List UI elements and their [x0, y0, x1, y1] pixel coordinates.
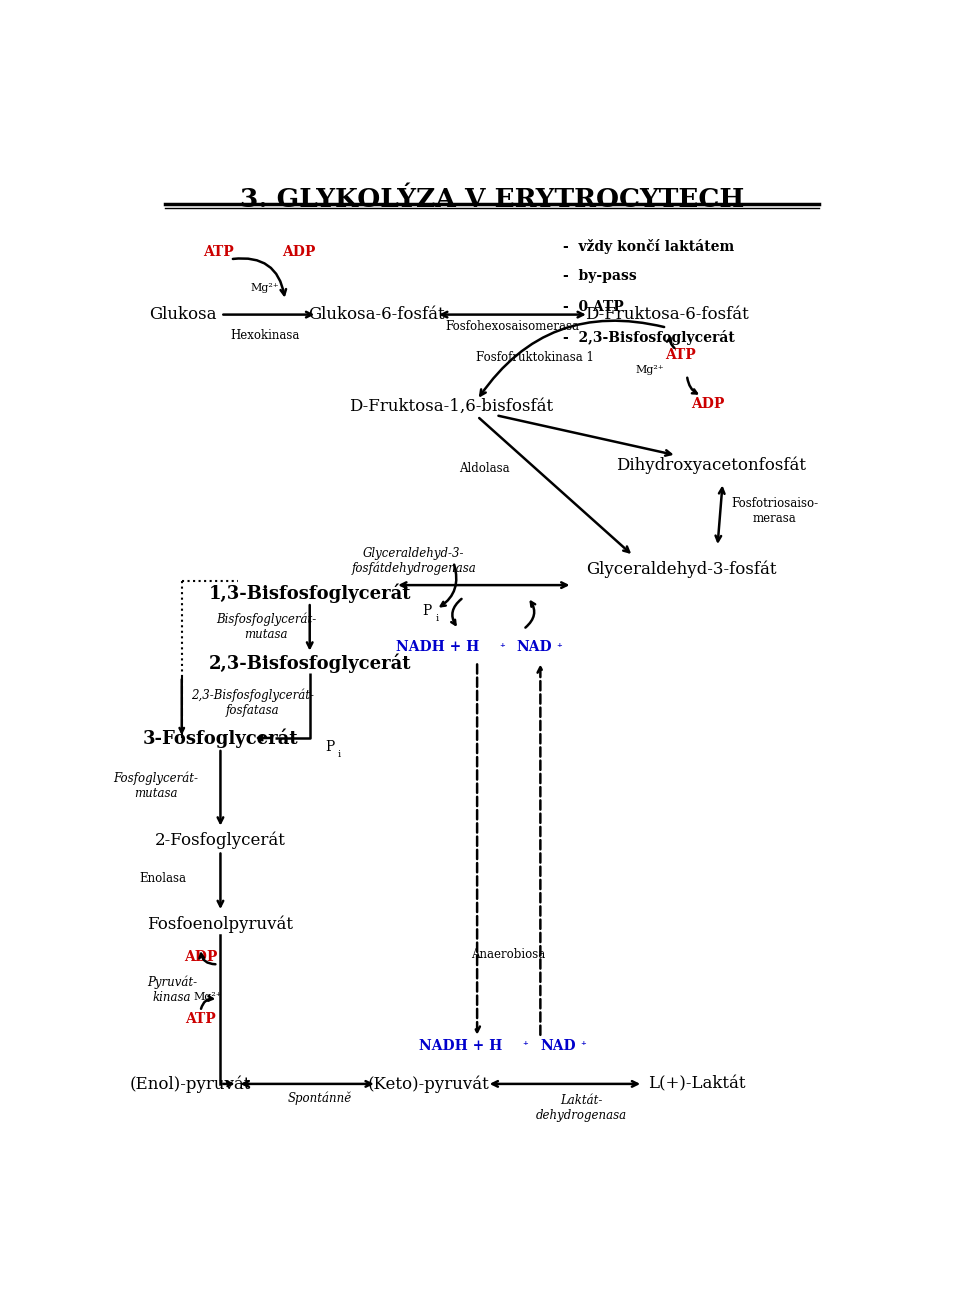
- Text: ⁺: ⁺: [580, 1040, 586, 1051]
- Text: Mg²⁺: Mg²⁺: [251, 283, 279, 294]
- Text: Laktát-
dehydrogenasa: Laktát- dehydrogenasa: [536, 1094, 627, 1122]
- Text: -  0 ATP: - 0 ATP: [563, 299, 623, 313]
- Text: (Enol)-pyruvát: (Enol)-pyruvát: [130, 1075, 252, 1093]
- Text: ADP: ADP: [282, 246, 315, 260]
- Text: 3-Fosfoglycerát: 3-Fosfoglycerát: [143, 729, 299, 748]
- Text: -  2,3-Bisfosfoglycerát: - 2,3-Bisfosfoglycerát: [563, 329, 734, 345]
- Text: -  by-pass: - by-pass: [563, 269, 636, 283]
- Text: i: i: [436, 614, 439, 623]
- Text: Glyceraldehyd-3-fosfát: Glyceraldehyd-3-fosfát: [587, 560, 777, 577]
- Text: -  vždy končí laktátem: - vždy končí laktátem: [563, 239, 734, 255]
- Text: Mg²⁺: Mg²⁺: [194, 993, 222, 1003]
- Text: P: P: [325, 741, 334, 754]
- Text: Enolasa: Enolasa: [139, 872, 186, 885]
- Text: Pyruvát-
kinasa: Pyruvát- kinasa: [147, 976, 197, 1003]
- Text: Fosfotriosaiso-
merasa: Fosfotriosaiso- merasa: [732, 496, 818, 525]
- Text: Fosfofruktokinasa 1: Fosfofruktokinasa 1: [476, 351, 594, 364]
- Text: Glyceraldehyd-3-
fosfátdehydrogenasa: Glyceraldehyd-3- fosfátdehydrogenasa: [351, 547, 476, 575]
- Text: 1,3-Bisfosfoglycerát: 1,3-Bisfosfoglycerát: [208, 584, 411, 603]
- Text: 2,3-Bisfosfoglycerát-
fosfatasa: 2,3-Bisfosfoglycerát- fosfatasa: [191, 688, 314, 717]
- Text: ⁺: ⁺: [556, 643, 562, 653]
- Text: Glukosa: Glukosa: [150, 306, 217, 323]
- Text: D-Fruktosa-6-fosfát: D-Fruktosa-6-fosfát: [585, 306, 749, 323]
- Text: L(+)-Laktát: L(+)-Laktát: [648, 1075, 745, 1092]
- Text: NAD: NAD: [516, 640, 552, 654]
- Text: i: i: [338, 750, 341, 759]
- Text: Bisfosfoglycerát-
mutasa: Bisfosfoglycerát- mutasa: [216, 613, 316, 641]
- Text: Fosfoenolpyruvát: Fosfoenolpyruvát: [148, 916, 294, 932]
- Text: Glukosa-6-fosfát: Glukosa-6-fosfát: [308, 306, 445, 323]
- Text: Anaerobiosa: Anaerobiosa: [471, 948, 545, 961]
- Text: Fosfohexosaisomerasa: Fosfohexosaisomerasa: [445, 320, 579, 333]
- Text: D-Fruktosa-1,6-bisfosfát: D-Fruktosa-1,6-bisfosfát: [349, 397, 553, 414]
- Text: ⁺: ⁺: [522, 1040, 528, 1051]
- Text: 3. GLYKOLÝZA V ERYTROCYTECH: 3. GLYKOLÝZA V ERYTROCYTECH: [240, 187, 744, 212]
- Text: Mg²⁺: Mg²⁺: [636, 364, 664, 375]
- Text: ⁺: ⁺: [499, 643, 505, 653]
- Text: 2,3-Bisfosfoglycerát: 2,3-Bisfosfoglycerát: [208, 654, 411, 674]
- Text: NADH + H: NADH + H: [396, 640, 479, 654]
- Text: 2-Fosfoglycerát: 2-Fosfoglycerát: [155, 832, 286, 849]
- Text: ATP: ATP: [185, 1012, 216, 1025]
- Text: ADP: ADP: [183, 951, 217, 964]
- Text: ATP: ATP: [204, 246, 234, 260]
- Text: ATP: ATP: [665, 347, 696, 362]
- Text: NADH + H: NADH + H: [420, 1038, 502, 1053]
- Text: (Keto)-pyruvát: (Keto)-pyruvát: [368, 1075, 490, 1093]
- Text: Fosfoglycerát-
mutasa: Fosfoglycerát- mutasa: [113, 772, 198, 801]
- Text: Hexokinasa: Hexokinasa: [230, 329, 300, 342]
- Text: Dihydroxyacetonfosfát: Dihydroxyacetonfosfát: [616, 457, 806, 474]
- Text: P: P: [422, 605, 432, 618]
- Text: ADP: ADP: [691, 397, 725, 411]
- Text: Spontánně: Spontánně: [287, 1092, 351, 1105]
- Text: Aldolasa: Aldolasa: [459, 462, 510, 475]
- Text: NAD: NAD: [540, 1038, 576, 1053]
